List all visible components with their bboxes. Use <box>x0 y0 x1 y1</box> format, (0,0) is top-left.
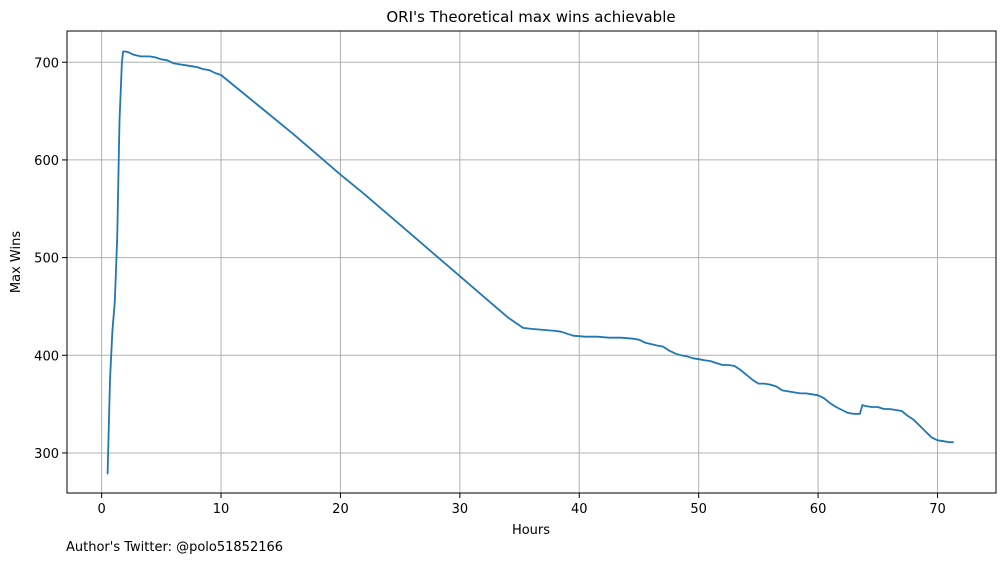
plot-frame <box>66 30 997 494</box>
series-line <box>106 50 954 475</box>
x-tick-label: 60 <box>810 502 827 517</box>
x-tick-label: 30 <box>452 502 469 517</box>
y-tick-label: 300 <box>34 447 59 462</box>
y-tick-label: 600 <box>34 154 59 169</box>
x-tick-label: 50 <box>690 502 707 517</box>
y-tick-label: 500 <box>34 252 59 267</box>
x-tick-label: 70 <box>929 502 946 517</box>
x-tick-label: 40 <box>571 502 588 517</box>
series-layer <box>106 50 954 475</box>
x-tick-label: 20 <box>332 502 349 517</box>
x-tick-label: 10 <box>213 502 230 517</box>
y-tick-label: 700 <box>34 56 59 71</box>
y-axis-label: Max Wins <box>9 231 24 293</box>
axis-ticks: 0 10 20 30 40 50 60 70 300 400 500 600 700 <box>34 56 946 517</box>
x-tick-label: 0 <box>97 502 105 517</box>
grid-lines <box>67 31 996 493</box>
author-footnote: Author's Twitter: @polo51852166 <box>66 540 283 555</box>
chart-title: ORI's Theoretical max wins achievable <box>386 8 675 26</box>
x-axis-label: Hours <box>512 523 550 538</box>
y-tick-label: 400 <box>34 349 59 364</box>
